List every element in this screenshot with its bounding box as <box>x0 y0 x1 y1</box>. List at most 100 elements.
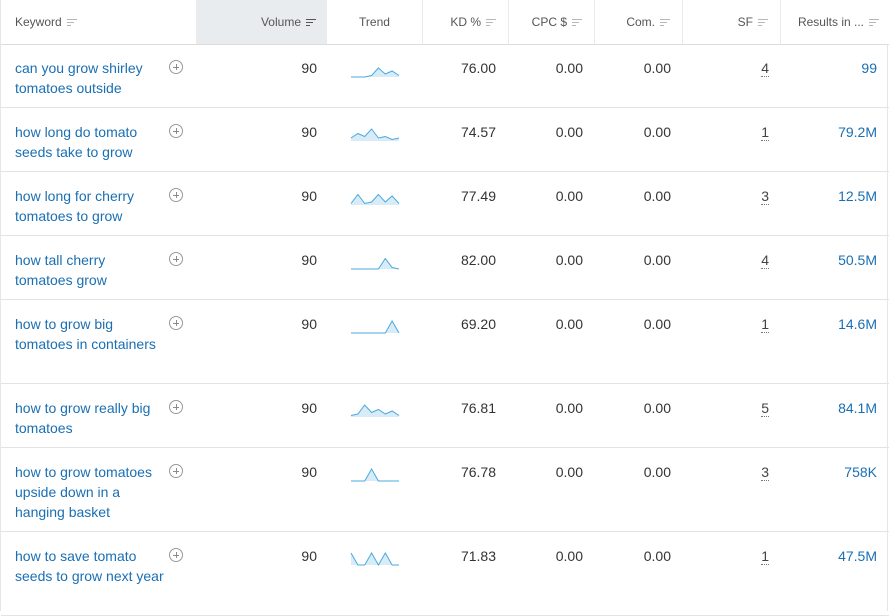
col-results[interactable]: Results in ... <box>781 0 889 44</box>
sf-cell[interactable]: 4 <box>701 250 769 270</box>
cpc-value: 0.00 <box>555 464 583 480</box>
serp-features-count[interactable]: 3 <box>761 464 769 481</box>
serp-features-count[interactable]: 4 <box>761 60 769 77</box>
trend-line <box>350 193 400 205</box>
table-header: Keyword Volume Trend KD % CPC $ Com. SF … <box>1 0 889 45</box>
trend-sparkline <box>351 467 399 482</box>
volume-value: 90 <box>301 316 317 332</box>
sort-icon <box>869 18 879 27</box>
com-value: 0.00 <box>643 124 671 140</box>
add-keyword-icon[interactable] <box>169 400 183 414</box>
add-keyword-icon[interactable] <box>169 252 183 266</box>
sort-icon <box>486 18 496 27</box>
trend-sparkline <box>350 128 400 141</box>
col-volume[interactable]: Volume <box>197 0 327 44</box>
kd-value: 76.78 <box>460 464 496 480</box>
volume-value: 90 <box>301 400 317 416</box>
results-value[interactable]: 84.1M <box>838 400 877 416</box>
serp-features-count[interactable]: 4 <box>761 252 769 269</box>
sf-cell[interactable]: 1 <box>701 314 769 334</box>
serp-features-count[interactable]: 1 <box>761 124 769 141</box>
col-com[interactable]: Com. <box>595 0 683 44</box>
com-value: 0.00 <box>643 252 671 268</box>
keyword-link[interactable]: how to save tomato seeds to grow next ye… <box>15 548 164 584</box>
col-sf[interactable]: SF <box>683 0 781 44</box>
col-results-label: Results in ... <box>797 15 864 29</box>
kd-value: 71.83 <box>460 548 496 564</box>
results-value[interactable]: 14.6M <box>838 316 877 332</box>
col-cpc[interactable]: CPC $ <box>509 0 595 44</box>
sf-cell[interactable]: 3 <box>701 462 769 482</box>
add-keyword-icon[interactable] <box>169 124 183 138</box>
serp-features-count[interactable]: 5 <box>761 400 769 417</box>
trend-sparkline <box>351 257 400 270</box>
trend-line <box>350 128 400 141</box>
trend-line <box>350 404 400 416</box>
sort-icon <box>306 18 316 27</box>
sort-icon <box>758 18 768 27</box>
trend-area <box>351 321 399 333</box>
keyword-link[interactable]: how to grow big tomatoes in containers <box>15 316 156 352</box>
com-value: 0.00 <box>643 464 671 480</box>
trend-sparkline <box>350 404 400 417</box>
keyword-link[interactable]: how long do tomato seeds take to grow <box>15 124 138 160</box>
sf-cell[interactable]: 3 <box>701 186 769 206</box>
trend-area <box>351 194 399 205</box>
sort-icon <box>66 18 77 27</box>
serp-features-count[interactable]: 1 <box>761 316 769 333</box>
kd-value: 76.00 <box>460 60 496 76</box>
col-keyword[interactable]: Keyword <box>1 0 197 44</box>
com-value: 0.00 <box>643 316 671 332</box>
trend-line <box>351 257 400 270</box>
cpc-value: 0.00 <box>555 252 583 268</box>
table-row: how to grow really big tomatoes 90 76.81 0.… <box>1 384 889 448</box>
table-row: how to grow tomatoes upside down in a ha… <box>1 448 889 532</box>
col-trend: Trend <box>327 0 423 44</box>
trend-line <box>351 67 400 78</box>
add-keyword-icon[interactable] <box>169 188 183 202</box>
com-value: 0.00 <box>643 400 671 416</box>
trend-area <box>351 68 399 77</box>
sf-cell[interactable]: 5 <box>701 398 769 418</box>
keyword-link[interactable]: how tall cherry tomatoes grow <box>15 252 107 288</box>
add-keyword-icon[interactable] <box>169 60 183 74</box>
cpc-value: 0.00 <box>555 188 583 204</box>
trend-line <box>351 467 399 482</box>
volume-value: 90 <box>301 548 317 564</box>
table-row: how tall cherry tomatoes grow 90 82.00 0.00… <box>1 236 889 300</box>
sf-cell[interactable]: 1 <box>701 546 769 566</box>
volume-value: 90 <box>301 464 317 480</box>
add-keyword-icon[interactable] <box>169 464 183 478</box>
kd-value: 77.49 <box>460 188 496 204</box>
results-value[interactable]: 99 <box>861 60 877 76</box>
keyword-link[interactable]: how to grow really big tomatoes <box>15 400 151 436</box>
add-keyword-icon[interactable] <box>169 316 183 330</box>
trend-sparkline <box>350 193 400 205</box>
com-value: 0.00 <box>643 60 671 76</box>
results-value[interactable]: 758K <box>844 464 877 480</box>
results-value[interactable]: 50.5M <box>838 252 877 268</box>
trend-area <box>351 129 399 141</box>
results-value[interactable]: 79.2M <box>838 124 877 140</box>
results-value[interactable]: 12.5M <box>838 188 877 204</box>
results-value[interactable]: 47.5M <box>838 548 877 564</box>
cpc-value: 0.00 <box>555 60 583 76</box>
keyword-link[interactable]: can you grow shirley tomatoes outside <box>15 60 143 96</box>
serp-features-count[interactable]: 3 <box>761 188 769 205</box>
serp-features-count[interactable]: 1 <box>761 548 769 565</box>
col-volume-label: Volume <box>260 15 301 29</box>
trend-line <box>351 319 400 334</box>
kd-value: 82.00 <box>460 252 496 268</box>
table-row: how long do tomato seeds take to grow 90 7… <box>1 108 889 172</box>
keyword-link[interactable]: how to grow tomatoes upside down in a ha… <box>15 464 152 520</box>
add-keyword-icon[interactable] <box>169 548 183 562</box>
sf-cell[interactable]: 4 <box>701 58 769 78</box>
kd-value: 74.57 <box>460 124 496 140</box>
keyword-link[interactable]: how long for cherry tomatoes to grow <box>15 188 135 224</box>
kd-value: 69.20 <box>460 316 496 332</box>
sort-icon <box>660 18 670 27</box>
col-kd[interactable]: KD % <box>423 0 509 44</box>
trend-line <box>350 551 399 567</box>
sf-cell[interactable]: 1 <box>701 122 769 142</box>
